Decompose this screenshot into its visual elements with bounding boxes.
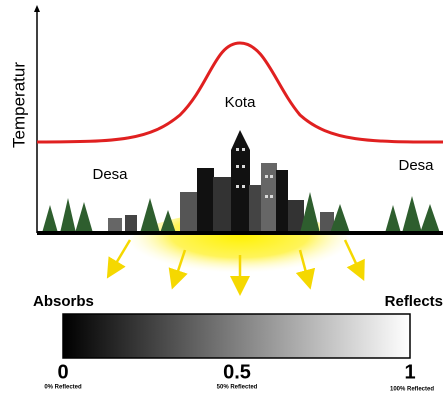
scale-caption: 100% Reflected <box>390 387 434 393</box>
temperature-curve <box>37 43 443 142</box>
scale-number: 0 <box>57 361 68 383</box>
axis-label: Temperatur <box>9 62 28 148</box>
scale-label: Absorbs <box>33 293 94 310</box>
city-silhouette <box>108 130 334 233</box>
zone-label: Desa <box>398 157 434 174</box>
zone-label: Kota <box>225 94 257 111</box>
urban-heat-island-diagram: Temperatur Kota Desa Desa <box>0 0 443 394</box>
scale-label: Reflects <box>385 293 443 310</box>
scale-caption: 50% Reflected <box>217 385 258 391</box>
scale-number: 0.5 <box>223 361 251 383</box>
scale-caption: 0% Reflected <box>44 385 82 391</box>
axis-arrow <box>34 5 40 12</box>
albedo-gradient <box>63 314 410 358</box>
scale-number: 1 <box>404 361 415 383</box>
zone-label: Desa <box>92 166 128 183</box>
